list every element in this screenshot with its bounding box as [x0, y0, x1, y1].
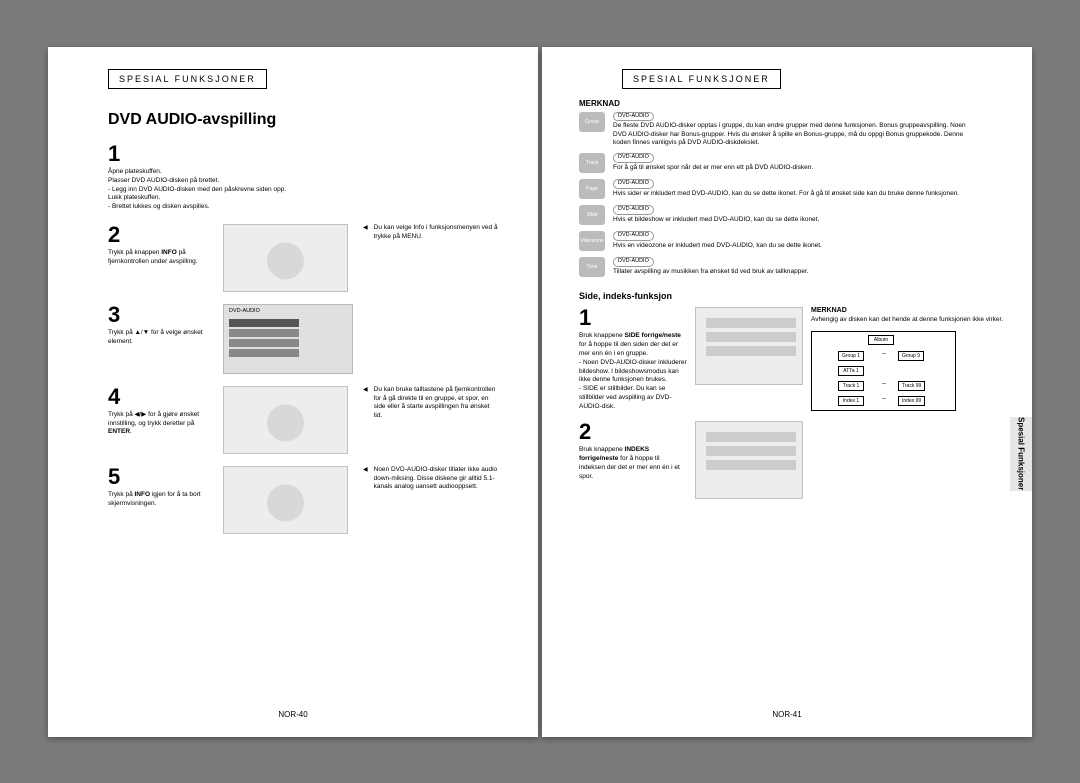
slide-icon: Slide: [579, 205, 605, 225]
page-icon: Page: [579, 179, 605, 199]
icon-row: Time DVD-AUDIOTillater avspilling av mus…: [579, 257, 972, 277]
step-text: Trykk på ◀/▶ for å gjøre ønsket innstill…: [108, 411, 213, 437]
tree-node: Group 9: [898, 351, 924, 361]
step-note: Du kan bruke talltastene på fjernkontrol…: [363, 386, 498, 421]
side-step-1: 1 Bruk knappene SIDE forrige/neste for å…: [579, 307, 1014, 411]
step-number: 2: [108, 224, 213, 246]
section-header: SPESIAL FUNKSJONER: [622, 69, 781, 89]
manual-page-left: SPESIAL FUNKSJONER DVD AUDIO-avspilling …: [48, 47, 538, 737]
merknad-heading: MERKNAD: [811, 307, 1014, 314]
manual-page-right: SPESIAL FUNKSJONER MERKNAD Group DVD-AUD…: [542, 47, 1032, 737]
side-tab: Spesial Funksjoner: [1010, 417, 1032, 491]
remote-illustration: [223, 224, 348, 292]
tree-node: Track 1: [838, 381, 864, 391]
icon-list: Group DVD-AUDIODe fleste DVD AUDIO-diske…: [579, 112, 972, 277]
merknad-text: Avhengig av disken kan det hende at denn…: [811, 316, 1014, 324]
osd-menu-illustration: DVD-AUDIO: [223, 304, 353, 374]
step-text: Trykk på knappen INFO på fjernkontrollen…: [108, 249, 213, 267]
tree-node: Track 99: [898, 381, 925, 391]
tree-node: Group 1: [838, 351, 864, 361]
side-step-2: 2 Bruk knappene INDEKS forrige/neste for…: [579, 421, 1014, 499]
remote-illustration: [695, 307, 803, 385]
tree-node: Album: [868, 335, 894, 345]
step-number: 1: [108, 143, 498, 165]
step-note: Du kan velge Info i funksjonsmenyen ved …: [363, 224, 498, 242]
step-number: 4: [108, 386, 213, 408]
icon-row: Group DVD-AUDIODe fleste DVD AUDIO-diske…: [579, 112, 972, 147]
page-footer: NOR-40: [48, 710, 538, 719]
videozone-icon: Videozone: [579, 231, 605, 251]
remote-illustration: [695, 421, 803, 499]
step-text: Bruk knappene INDEKS forrige/neste for å…: [579, 446, 687, 481]
icon-row: Slide DVD-AUDIOHvis et bildeshow er inkl…: [579, 205, 972, 225]
step-text: Trykk på ▲/▼ for å velge ønsket element.: [108, 329, 213, 347]
step-text: Bruk knappene SIDE forrige/neste for å h…: [579, 332, 687, 411]
group-icon: Group: [579, 112, 605, 132]
tree-node: Index 1: [838, 396, 864, 406]
step-number: 5: [108, 466, 213, 488]
remote-illustration: [223, 466, 348, 534]
icon-row: Videozone DVD-AUDIOHvis en videozone er …: [579, 231, 972, 251]
step-number: 2: [579, 421, 687, 443]
tree-diagram: Album Group 1 ~ Group 9 ATTa 1 Track 1 ~…: [811, 331, 956, 411]
remote-illustration: [223, 386, 348, 454]
merknad-heading: MERKNAD: [579, 99, 1032, 108]
step-1: 1 Åpne plateskuffen. Plasser DVD AUDIO-d…: [108, 143, 498, 212]
step-text: Trykk på INFO igjen for å ta bort skjerm…: [108, 491, 213, 509]
section-header: SPESIAL FUNKSJONER: [108, 69, 267, 89]
tree-node: Index 99: [898, 396, 925, 406]
step-2: 2 Trykk på knappen INFO på fjernkontroll…: [108, 224, 498, 292]
step-5: 5 Trykk på INFO igjen for å ta bort skje…: [108, 466, 498, 534]
icon-row: Page DVD-AUDIOHvis sider er inkludert me…: [579, 179, 972, 199]
page-footer: NOR-41: [542, 710, 1032, 719]
track-icon: Track: [579, 153, 605, 173]
icon-row: Track DVD-AUDIOFor å gå til ønsket spor …: [579, 153, 972, 173]
step-text: Åpne plateskuffen. Plasser DVD AUDIO-dis…: [108, 168, 498, 212]
subheading: Side, indeks-funksjon: [579, 291, 1032, 301]
step-4: 4 Trykk på ◀/▶ for å gjøre ønsket innsti…: [108, 386, 498, 454]
step-number: 1: [579, 307, 687, 329]
step-3: 3 Trykk på ▲/▼ for å velge ønsket elemen…: [108, 304, 498, 374]
time-icon: Time: [579, 257, 605, 277]
page-title: DVD AUDIO-avspilling: [108, 111, 538, 129]
step-note: Noen DVD-AUDIO-disker tillater ikke audi…: [363, 466, 498, 492]
tree-node: ATTa 1: [838, 366, 864, 376]
step-number: 3: [108, 304, 213, 326]
